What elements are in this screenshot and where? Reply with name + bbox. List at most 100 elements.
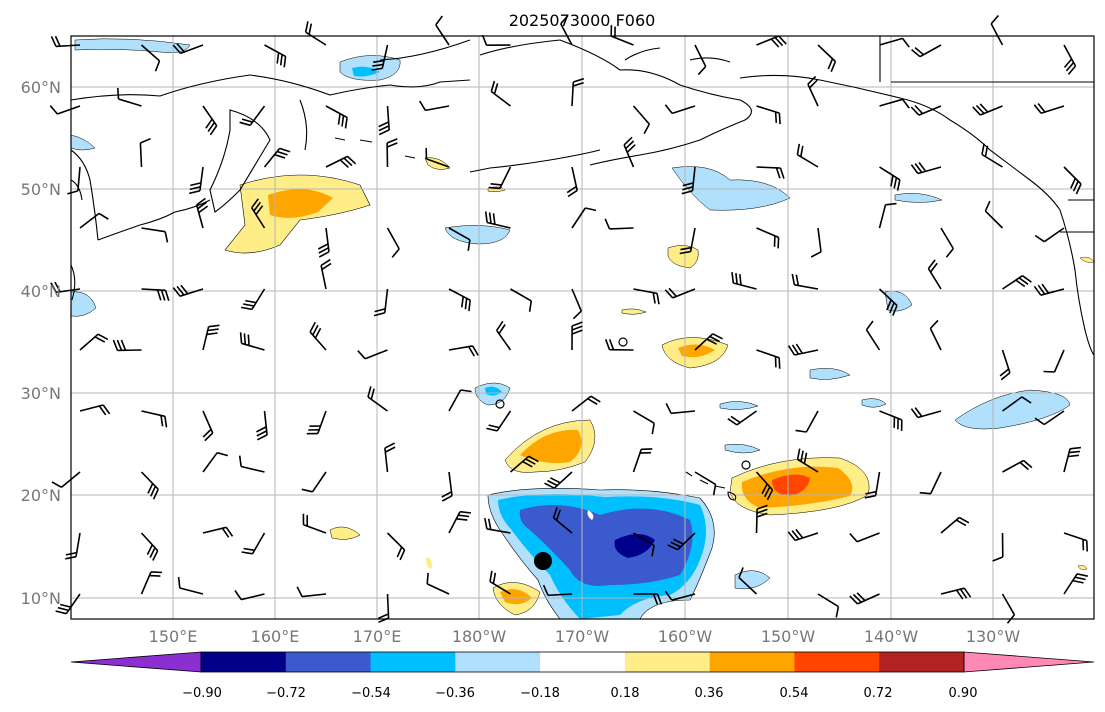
wind-barb [664,590,696,601]
wind-barb [50,35,81,48]
wind-barb [67,166,81,195]
colorbar-tick-label: 0.36 [695,686,724,701]
wind-barb [202,324,220,351]
wind-barb [481,34,511,46]
wind-barb [234,590,265,601]
wind-barb [865,320,881,351]
wind-barb [566,166,578,198]
wind-barb [50,281,81,294]
wind-barb [489,570,511,595]
wind-barb [571,207,597,229]
wind-barb [756,166,785,179]
wind-barb [992,532,1004,562]
wind-barb [317,227,330,258]
wind-barb [202,451,229,473]
wind-barb [756,35,787,48]
wind-barb [911,44,942,58]
colorbar-swatch [794,652,880,672]
wind-barb [999,349,1011,381]
wind-barb [929,319,942,351]
lat-label: 10°N [21,589,61,608]
wind-barb [320,258,332,290]
wind-barb [910,104,942,116]
lat-label: 30°N [21,384,61,403]
wind-barb [817,44,837,73]
wind-barb [448,288,471,312]
lon-label: 140°W [864,627,919,646]
wind-barb [1034,410,1065,426]
wind-barb [1063,532,1088,552]
colorbar-labels: −0.90 −0.72 −0.54 −0.36 −0.18 0.18 0.36 … [182,686,977,701]
lon-label: 160°W [658,627,713,646]
wind-barb [791,273,819,290]
wind-barb [559,14,573,46]
storm-center-dot [534,552,552,570]
wind-barb [756,227,780,249]
wind-barb [1002,396,1032,412]
wind-barb [484,211,511,229]
wind-barb [202,410,214,442]
wind-barb [189,166,204,195]
wind-barb [849,532,880,543]
wind-barb [910,162,942,175]
lon-label: 150°E [149,627,198,646]
wind-barb [202,105,218,136]
wind-barb [667,532,696,551]
wind-barb [1043,349,1065,373]
wind-barb [325,105,348,129]
wind-barb [694,471,717,496]
colorbar-tick-label: 0.54 [780,686,809,701]
colorbar [70,651,1095,673]
wind-barb [910,407,942,419]
wind-barb [1063,573,1088,595]
wind-barb [633,288,660,305]
lon-label: 170°W [555,627,610,646]
map-title: 2025073000 F060 [509,11,656,30]
wind-barb [604,218,634,230]
wind-barb [140,532,159,561]
wind-barb [425,147,450,168]
colorbar-swatch [540,652,626,672]
wind-barb [756,349,781,369]
colorbar-swatch [285,652,372,672]
wind-barb [384,442,396,473]
wind-barb [694,333,723,351]
latitude-labels: 60°N 50°N 40°N 30°N 20°N 10°N [21,78,61,608]
wind-barb [378,105,390,136]
wind-barb [927,259,942,290]
wind-barb [426,572,450,595]
wind-barb [604,339,634,351]
wind-barb [738,567,758,595]
wind-barb [325,155,357,168]
wind-barbs [49,14,1088,624]
wind-barb [544,471,573,489]
wind-barb [195,197,209,229]
wind-barb [309,321,327,351]
wind-barb [172,43,204,55]
wind-barb [256,410,268,441]
wind-barb [940,516,970,534]
wind-barb [571,395,601,412]
wind-barb [879,166,901,191]
wind-barb [787,343,819,356]
lat-label: 20°N [21,486,61,505]
wind-barb [878,202,897,229]
wind-barb [484,517,511,534]
wind-barb [139,137,151,168]
colorbar-swatch [201,652,287,672]
wind-barb [112,339,142,352]
wind-barb [79,404,111,416]
wind-barb [386,138,398,168]
lat-label: 60°N [21,78,61,97]
wind-barb [448,510,472,534]
lon-label: 170°E [353,627,402,646]
colorbar-tick-label: 0.90 [949,686,978,701]
wind-barb [981,143,1003,168]
wind-barb [990,14,1004,46]
wind-barb [849,592,880,605]
wind-barb [972,103,1003,116]
wind-barb [1034,227,1065,243]
wind-barb [632,105,651,135]
wind-barb [488,166,512,190]
